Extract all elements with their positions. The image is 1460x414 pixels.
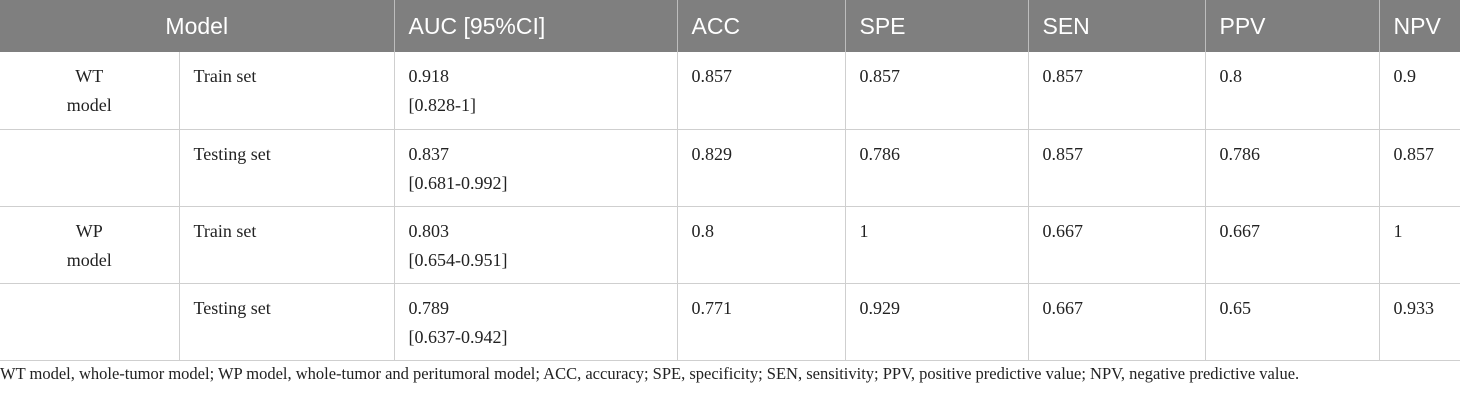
table-row: Testing set 0.837 [0.681-0.992] 0.829 0.…: [0, 129, 1460, 207]
model-name: WP: [75, 220, 103, 241]
npv-cell: 1: [1379, 206, 1460, 284]
npv-cell: 0.933: [1379, 283, 1460, 361]
spe-cell: 0.786: [845, 129, 1029, 207]
auc-ci: [0.637-0.942]: [408, 326, 508, 347]
table-row: WT model Train set 0.918 [0.828-1] 0.857…: [0, 52, 1460, 130]
results-table: Model AUC [95%CI] ACC SPE SEN PPV NPV WT…: [0, 0, 1460, 361]
ppv-cell: 0.667: [1205, 206, 1380, 284]
model-name: WT: [75, 66, 104, 86]
set-cell: Testing set: [179, 129, 395, 207]
auc-value: 0.837: [408, 143, 450, 164]
npv-cell: 0.9: [1379, 52, 1460, 130]
model-cell: WT model: [0, 52, 180, 130]
table-row: WP model Train set 0.803 [0.654-0.951] 0…: [0, 206, 1460, 284]
auc-value: 0.918: [408, 66, 450, 86]
header-spe: SPE: [845, 0, 1029, 52]
header-ppv: PPV: [1205, 0, 1380, 52]
model-cell: [0, 283, 180, 361]
ppv-cell: 0.65: [1205, 283, 1380, 361]
auc-value: 0.803: [408, 220, 450, 241]
table-row: Testing set 0.789 [0.637-0.942] 0.771 0.…: [0, 283, 1460, 361]
model-suffix: model: [66, 249, 112, 270]
set-cell: Train set: [179, 52, 395, 130]
header-row: Model AUC [95%CI] ACC SPE SEN PPV NPV: [0, 0, 1460, 52]
model-suffix: model: [66, 95, 112, 115]
auc-ci: [0.828-1]: [408, 95, 476, 115]
sen-cell: 0.667: [1028, 206, 1206, 284]
auc-cell: 0.837 [0.681-0.992]: [394, 129, 678, 207]
auc-ci: [0.681-0.992]: [408, 172, 508, 193]
auc-cell: 0.789 [0.637-0.942]: [394, 283, 678, 361]
sen-cell: 0.667: [1028, 283, 1206, 361]
ppv-cell: 0.8: [1205, 52, 1380, 130]
acc-cell: 0.857: [677, 52, 846, 130]
header-sen: SEN: [1028, 0, 1206, 52]
spe-cell: 0.929: [845, 283, 1029, 361]
sen-cell: 0.857: [1028, 52, 1206, 130]
model-cell: [0, 129, 180, 207]
auc-value: 0.789: [408, 297, 450, 318]
npv-cell: 0.857: [1379, 129, 1460, 207]
auc-ci: [0.654-0.951]: [408, 249, 508, 270]
auc-cell: 0.803 [0.654-0.951]: [394, 206, 678, 284]
set-cell: Testing set: [179, 283, 395, 361]
spe-cell: 1: [845, 206, 1029, 284]
set-cell: Train set: [179, 206, 395, 284]
header-model: Model: [0, 0, 395, 52]
sen-cell: 0.857: [1028, 129, 1206, 207]
acc-cell: 0.829: [677, 129, 846, 207]
acc-cell: 0.8: [677, 206, 846, 284]
acc-cell: 0.771: [677, 283, 846, 361]
spe-cell: 0.857: [845, 52, 1029, 130]
table-footnote: WT model, whole-tumor model; WP model, w…: [0, 364, 1300, 383]
model-cell: WP model: [0, 206, 180, 284]
header-auc: AUC [95%CI]: [394, 0, 678, 52]
auc-cell: 0.918 [0.828-1]: [394, 52, 678, 130]
header-acc: ACC: [677, 0, 846, 52]
header-npv: NPV: [1379, 0, 1460, 52]
ppv-cell: 0.786: [1205, 129, 1380, 207]
